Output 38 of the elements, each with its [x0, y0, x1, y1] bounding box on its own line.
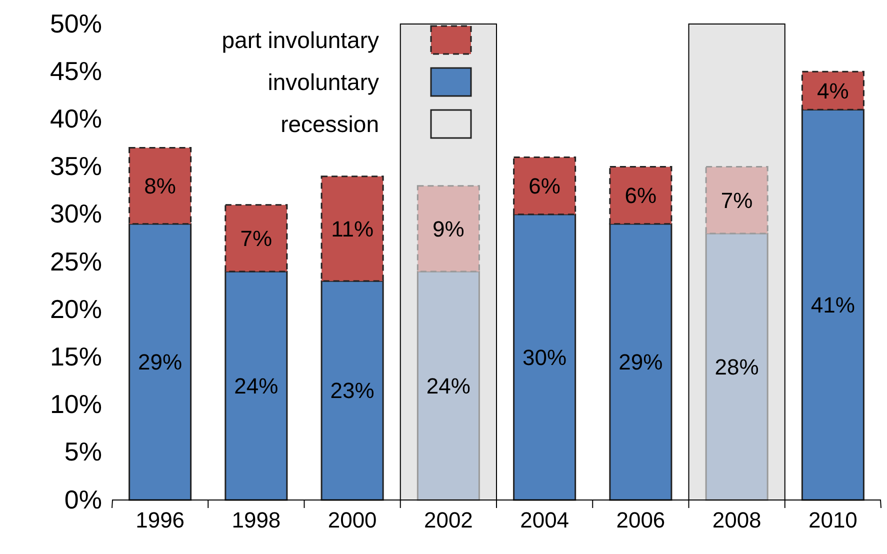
x-tick-label: 1998 — [232, 508, 281, 533]
y-tick-label: 10% — [50, 389, 102, 420]
x-tick-label: 2008 — [712, 508, 762, 533]
x-tick-label: 2000 — [328, 508, 377, 533]
data-label: 8% — [144, 174, 176, 199]
data-label: 7% — [240, 226, 272, 251]
y-tick-label: 20% — [50, 294, 102, 324]
y-tick-label: 15% — [50, 342, 102, 372]
y-tick-label: 40% — [50, 104, 102, 134]
y-tick-label: 30% — [50, 198, 102, 229]
legend-label: part involuntary — [222, 27, 380, 54]
data-label: 24% — [234, 373, 278, 398]
data-label: 23% — [330, 378, 374, 404]
data-label: 9% — [432, 216, 464, 242]
data-label: 6% — [624, 183, 657, 208]
x-tick-label: 2010 — [808, 508, 858, 533]
data-label: 6% — [528, 174, 560, 199]
y-tick-label: 25% — [50, 246, 102, 276]
data-label: 29% — [618, 350, 663, 375]
data-label: 7% — [720, 188, 753, 213]
data-label: 41% — [810, 292, 855, 318]
x-tick-label: 2006 — [616, 508, 666, 533]
x-tick-label: 1996 — [136, 508, 185, 533]
data-label: 30% — [522, 344, 567, 370]
band-label: recession — [280, 111, 379, 138]
y-tick-label: 45% — [50, 56, 102, 86]
y-tick-label: 5% — [64, 436, 102, 467]
y-tick-label: 0% — [64, 484, 102, 514]
data-label: 4% — [817, 78, 849, 104]
data-label: 24% — [426, 373, 470, 398]
legend-label: involuntary — [268, 69, 380, 96]
data-label: 29% — [138, 350, 182, 375]
y-tick-label: 35% — [50, 151, 102, 182]
data-label: 28% — [714, 354, 759, 380]
x-tick-label: 2004 — [520, 508, 570, 533]
y-tick-label: 50% — [50, 8, 102, 38]
x-tick-label: 2002 — [424, 508, 473, 533]
data-label: 11% — [331, 216, 374, 242]
